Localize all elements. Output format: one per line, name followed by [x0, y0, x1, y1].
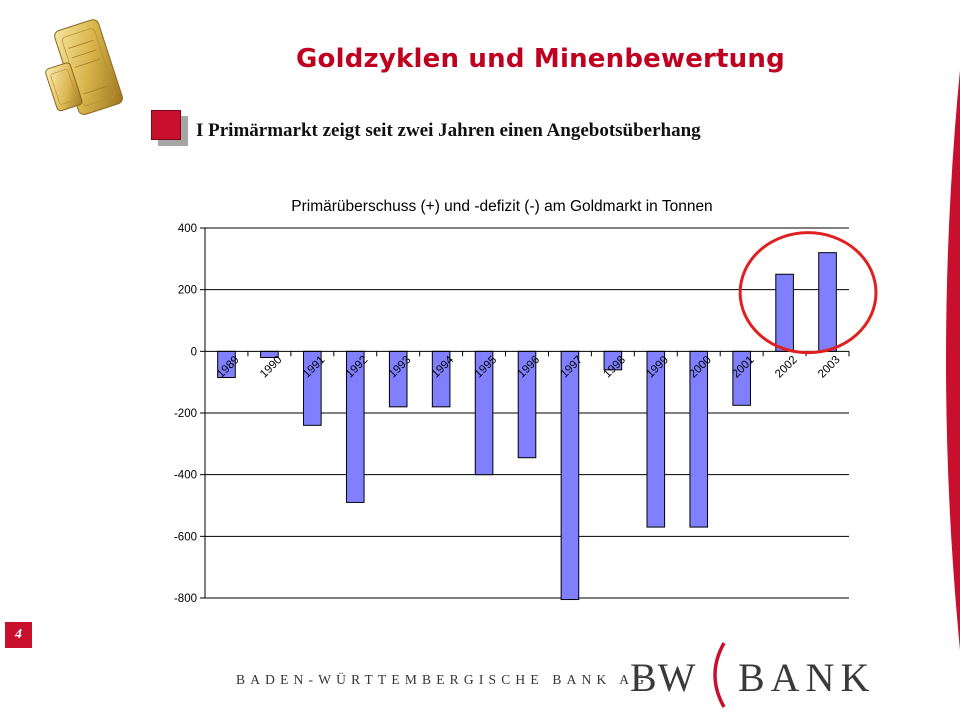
- y-tick-label: 200: [178, 285, 197, 297]
- y-tick-label: -600: [174, 531, 197, 543]
- bar-2003: [818, 252, 837, 352]
- bank-logo: BW BANK: [628, 640, 869, 710]
- bar-2002: [775, 273, 794, 352]
- bar-chart: Primärüberschuss (+) und -defizit (-) am…: [174, 198, 878, 605]
- y-tick-label: -400: [174, 470, 197, 482]
- page-title: Goldzyklen und Minenbewertung: [296, 44, 785, 74]
- x-tick-label: 2002: [773, 354, 800, 381]
- y-tick-label: -800: [174, 593, 197, 605]
- highlight-circle: [738, 231, 878, 355]
- logo-bracket-icon: [713, 642, 726, 708]
- logo-bank-text: BANK: [738, 655, 876, 700]
- y-tick-label: 400: [178, 223, 197, 235]
- y-tick-label: 0: [191, 346, 197, 358]
- page-number: 4: [5, 622, 32, 648]
- bar-1997: [560, 350, 580, 601]
- side-arc-decoration: [946, 70, 960, 650]
- subtitle: I Primärmarkt zeigt seit zwei Jahren ein…: [196, 120, 701, 141]
- chart-title: Primärüberschuss (+) und -defizit (-) am…: [291, 198, 712, 215]
- logo-bw-text: BW: [630, 655, 697, 700]
- x-tick-label: 2003: [816, 354, 843, 381]
- bank-name: BADEN-WÜRTTEMBERGISCHE BANK AG: [236, 672, 650, 687]
- bullet-square-icon: [151, 110, 188, 146]
- y-tick-label: -200: [174, 408, 197, 420]
- gold-bar-icon: [45, 19, 123, 116]
